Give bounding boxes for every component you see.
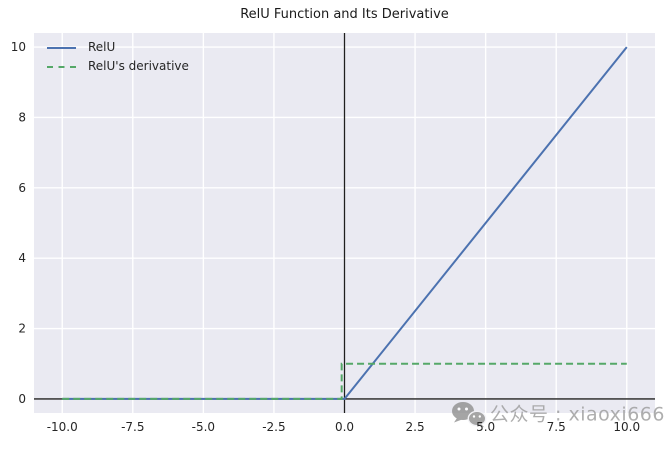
wechat-icon	[452, 402, 487, 428]
y-tick-label: 4	[18, 251, 26, 265]
x-tick-label: 5.0	[476, 420, 495, 434]
y-tick-label: 6	[18, 181, 26, 195]
legend-item-derivative: RelU's derivative	[47, 59, 189, 74]
x-tick-label: -10.0	[47, 420, 78, 434]
y-tick-label: 10	[11, 40, 26, 54]
legend: RelU RelU's derivative	[47, 40, 189, 74]
x-tick-label: -5.0	[192, 420, 215, 434]
x-tick-label: -7.5	[121, 420, 144, 434]
y-tick-label: 2	[18, 322, 26, 336]
relu-line-swatch	[47, 46, 76, 49]
legend-label-derivative: RelU's derivative	[88, 59, 189, 73]
watermark: 公众号 : xiaoxi666	[452, 402, 665, 428]
derivative-line-swatch	[47, 65, 76, 68]
series-line-1	[62, 362, 627, 400]
y-tick-label: 0	[18, 392, 26, 406]
y-tick-label: 8	[18, 110, 26, 124]
x-tick-label: 0.0	[335, 420, 354, 434]
legend-label-relu: RelU	[88, 40, 116, 54]
chart-title: RelU Function and Its Derivative	[240, 7, 449, 22]
x-tick-label: 10.0	[613, 420, 640, 434]
x-tick-label: 7.5	[547, 420, 566, 434]
legend-item-relu: RelU	[47, 40, 189, 55]
watermark-text: 公众号 : xiaoxi666	[490, 404, 665, 426]
x-tick-label: 2.5	[406, 420, 425, 434]
x-tick-label: -2.5	[262, 420, 285, 434]
